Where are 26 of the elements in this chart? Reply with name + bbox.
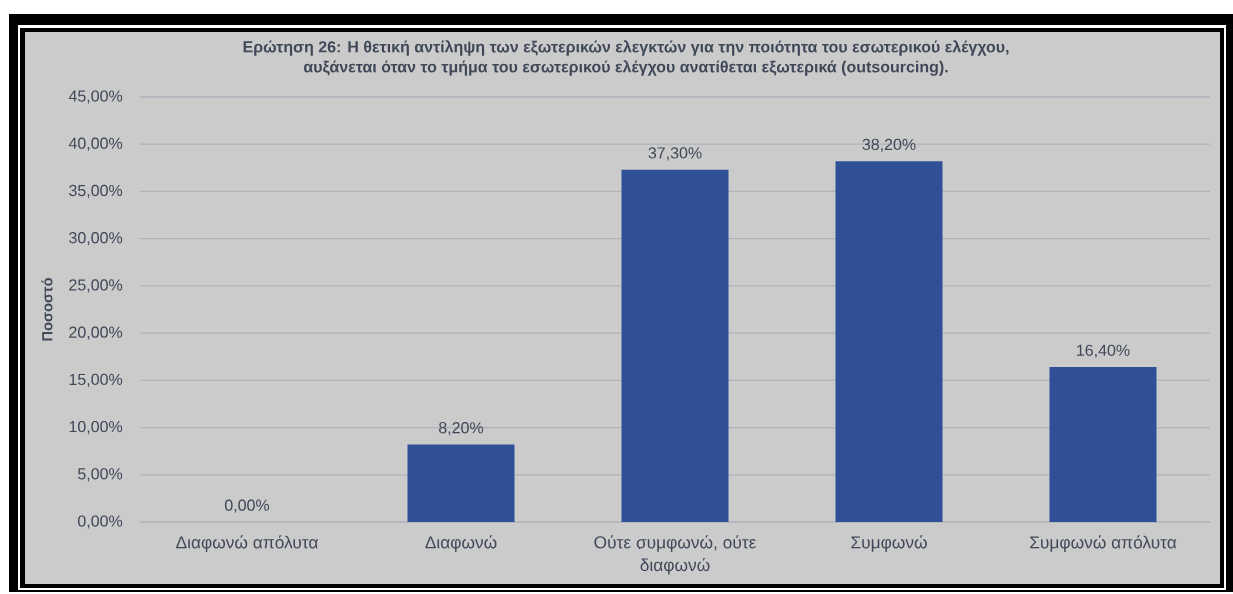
x-tick-label: Συμφωνώ <box>851 535 927 552</box>
y-tick-label: 30,00% <box>69 232 123 246</box>
y-tick-label: 0,00% <box>78 515 123 529</box>
y-tick-label: 5,00% <box>78 468 123 482</box>
data-label: 0,00% <box>224 499 270 513</box>
bar <box>621 169 729 522</box>
x-tick-label: Διαφωνώ <box>425 535 497 552</box>
bar <box>1049 367 1157 522</box>
y-tick-label: 15,00% <box>69 373 123 387</box>
y-tick-label: 35,00% <box>69 184 123 199</box>
data-label: 16,40% <box>1077 344 1130 358</box>
y-tick-label: 25,00% <box>69 279 123 293</box>
y-tick-label: 10,00% <box>69 420 123 435</box>
y-tick-label: 20,00% <box>69 326 123 340</box>
x-tick-label: Ούτε συμφωνώ, ούτε διαφωνώ <box>594 535 757 575</box>
data-label: 8,20% <box>439 422 484 436</box>
y-axis-title: Ποσοστό <box>41 278 53 341</box>
bar <box>407 444 515 522</box>
chart-title: Ερώτηση 26: Η θετική αντίληψη των εξωτερικών ελεγκτών για την ποιότητα του εσωτερικού ελέγχου, αυξάνεται όταν το τμήμα του εσωτερικού ελέγχου ανατίθεται εξωτερικά (outsourcing). <box>243 40 1009 76</box>
x-tick-label: Διαφωνώ απόλυτα <box>176 535 318 552</box>
bar <box>835 161 943 522</box>
data-label: 38,20% <box>862 138 916 152</box>
data-label: 37,30% <box>648 147 702 161</box>
y-tick-label: 45,00% <box>68 90 123 104</box>
x-tick-label: Συμφωνώ απόλυτα <box>1030 535 1177 552</box>
y-tick-label: 40,00% <box>68 137 123 151</box>
